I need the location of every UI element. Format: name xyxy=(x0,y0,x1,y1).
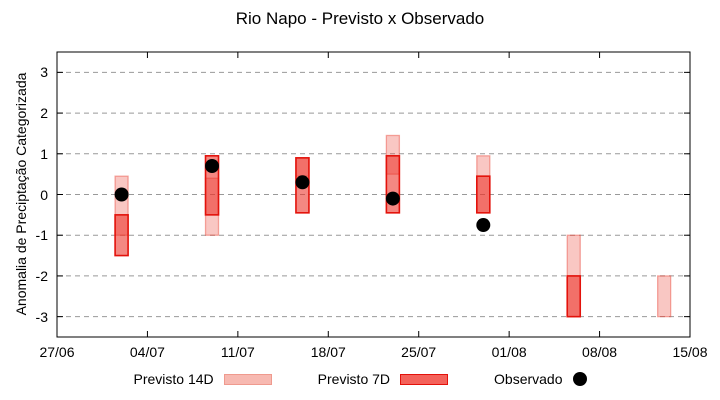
y-tick-label: -2 xyxy=(35,267,48,284)
x-tick-label: 01/08 xyxy=(491,344,527,360)
observed-dot xyxy=(205,159,220,173)
y-tick-label: 1 xyxy=(40,145,48,162)
legend-label: Previsto 7D xyxy=(317,371,391,387)
y-tick-label: 3 xyxy=(40,64,48,81)
x-tick-label: 25/07 xyxy=(401,344,437,360)
y-tick-label: -1 xyxy=(35,227,48,244)
observed-dot xyxy=(114,187,129,202)
observed-dot xyxy=(476,218,491,233)
observed-dot xyxy=(295,175,310,190)
legend-swatch-observado xyxy=(572,372,587,386)
legend-label: Observado xyxy=(494,371,563,387)
legend-swatch-previsto-14d xyxy=(223,373,272,385)
forecast-7d-bar xyxy=(566,275,582,318)
forecast-14d-bar xyxy=(657,275,672,318)
legend-label: Previsto 14D xyxy=(133,371,214,387)
x-tick-label: 15/08 xyxy=(672,344,708,360)
x-tick-label: 11/07 xyxy=(220,344,255,360)
legend-swatch-previsto-7d xyxy=(400,373,449,385)
legend: Previsto 14D Previsto 7D Observado xyxy=(0,371,720,387)
x-tick-label: 27/06 xyxy=(39,344,75,360)
legend-item: Previsto 7D xyxy=(317,371,449,387)
y-tick-label: 0 xyxy=(40,186,48,203)
x-tick-label: 08/08 xyxy=(582,344,618,360)
legend-item: Previsto 14D xyxy=(134,371,272,387)
x-tick-label: 18/07 xyxy=(310,344,346,360)
observed-dot xyxy=(385,191,400,206)
x-tick-label: 04/07 xyxy=(129,344,165,360)
legend-item: Observado xyxy=(494,371,587,387)
forecast-7d-bar xyxy=(476,175,491,214)
y-tick-label: 2 xyxy=(40,105,48,122)
chart-title: Rio Napo - Previsto x Observado xyxy=(235,9,485,28)
forecast-7d-bar xyxy=(114,214,129,257)
y-tick-label: -3 xyxy=(35,308,48,325)
